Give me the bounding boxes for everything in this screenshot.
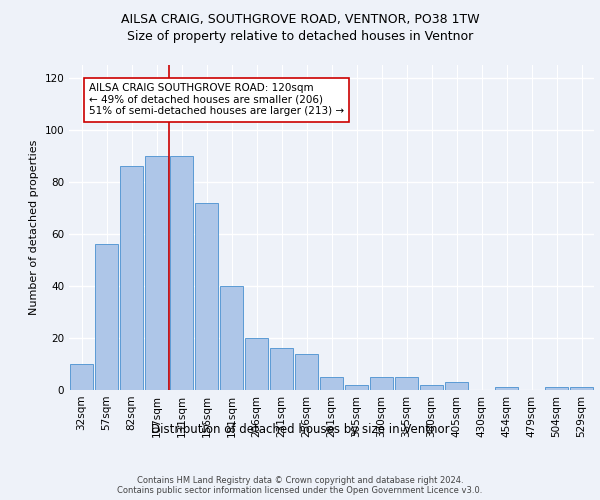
Bar: [395, 377, 418, 390]
Bar: [220, 286, 244, 390]
Text: AILSA CRAIG, SOUTHGROVE ROAD, VENTNOR, PO38 1TW: AILSA CRAIG, SOUTHGROVE ROAD, VENTNOR, P…: [121, 12, 479, 26]
Bar: [494, 388, 518, 390]
Text: Contains HM Land Registry data © Crown copyright and database right 2024.
Contai: Contains HM Land Registry data © Crown c…: [118, 476, 482, 496]
Bar: [70, 364, 94, 390]
Bar: [419, 385, 443, 390]
Bar: [170, 156, 193, 390]
Bar: [145, 156, 169, 390]
Y-axis label: Number of detached properties: Number of detached properties: [29, 140, 39, 315]
Bar: [245, 338, 268, 390]
Bar: [545, 388, 568, 390]
Bar: [269, 348, 293, 390]
Text: Distribution of detached houses by size in Ventnor: Distribution of detached houses by size …: [151, 422, 449, 436]
Text: AILSA CRAIG SOUTHGROVE ROAD: 120sqm
← 49% of detached houses are smaller (206)
5: AILSA CRAIG SOUTHGROVE ROAD: 120sqm ← 49…: [89, 83, 344, 116]
Bar: [194, 203, 218, 390]
Text: Size of property relative to detached houses in Ventnor: Size of property relative to detached ho…: [127, 30, 473, 43]
Bar: [295, 354, 319, 390]
Bar: [370, 377, 394, 390]
Bar: [119, 166, 143, 390]
Bar: [320, 377, 343, 390]
Bar: [569, 388, 593, 390]
Bar: [95, 244, 118, 390]
Bar: [445, 382, 469, 390]
Bar: [344, 385, 368, 390]
